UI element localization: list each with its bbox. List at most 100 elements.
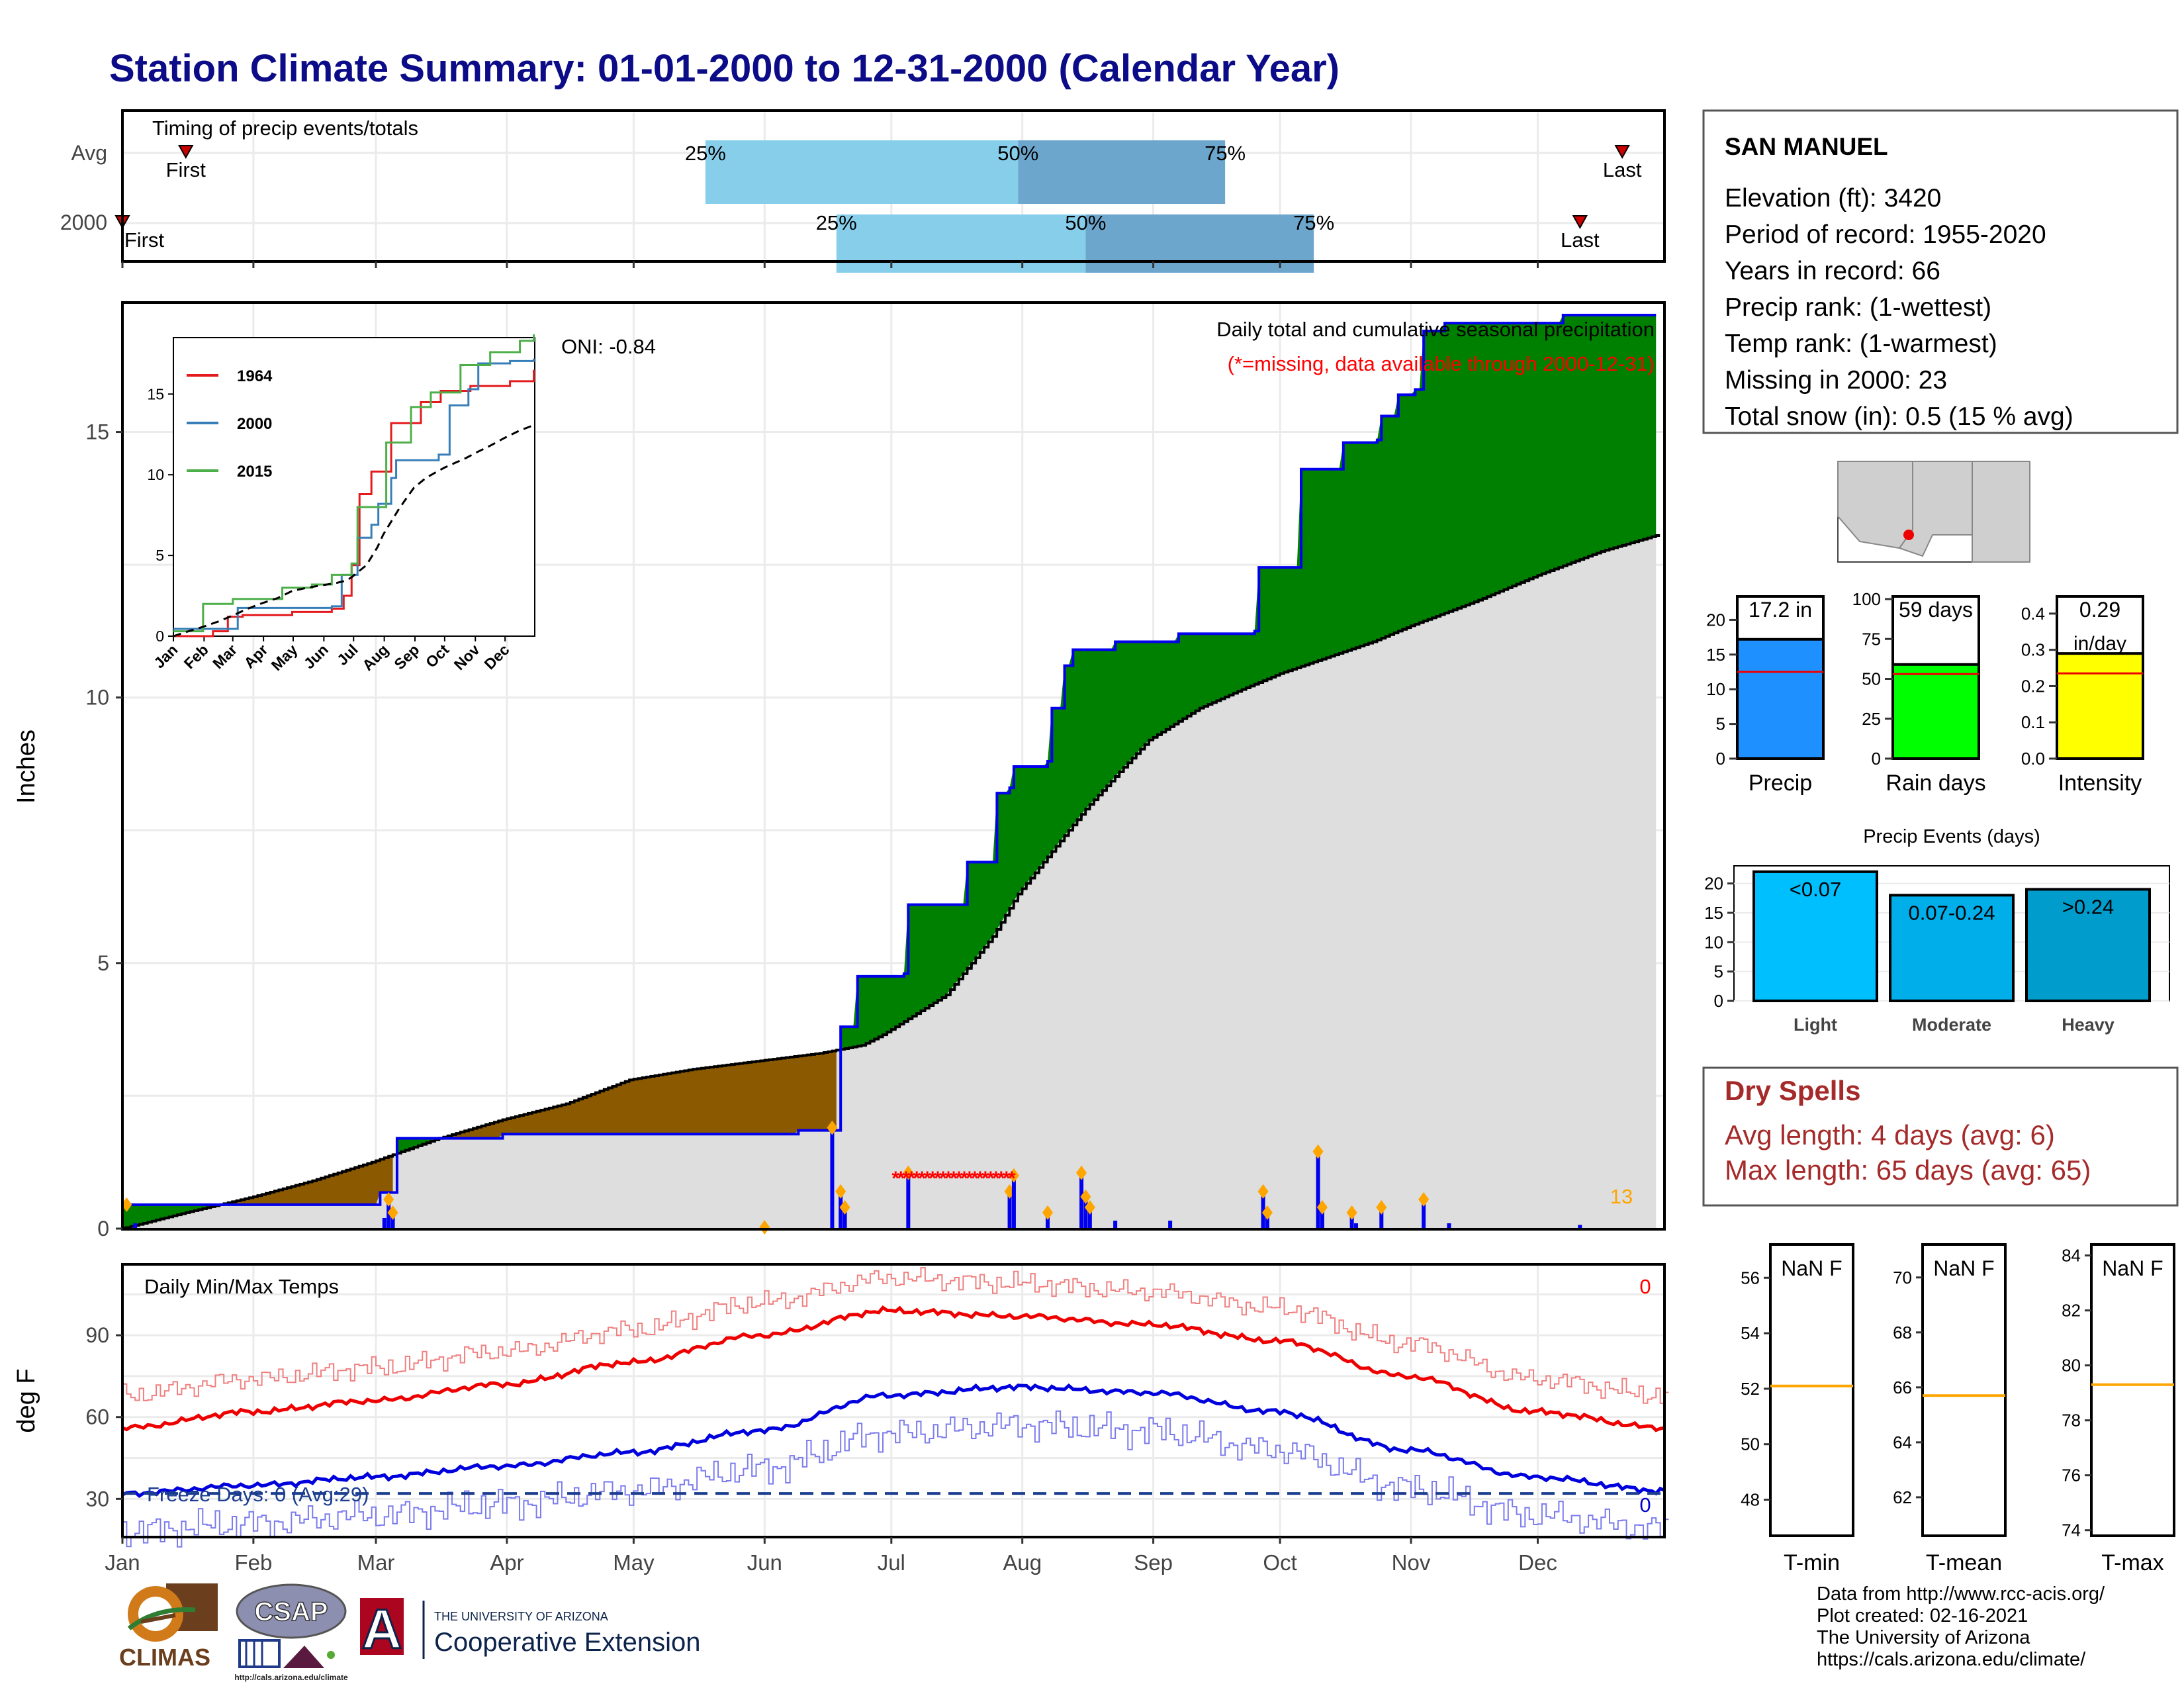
timing-bar-50-75 bbox=[1085, 214, 1314, 273]
daily-precip-bar bbox=[1168, 1220, 1173, 1229]
missing-day-marker: * bbox=[923, 1168, 931, 1190]
inset-legend-label: 2015 bbox=[237, 463, 272, 481]
events-bar-range: <0.07 bbox=[1790, 878, 1841, 901]
daily-precip-marker bbox=[1312, 1144, 1324, 1159]
temp-summary-frame bbox=[1769, 1243, 1854, 1537]
main-chart-area: 25% 50% 75% First Last 25% 50% 75% First Last Tim… bbox=[13, 109, 1669, 1575]
temp-summary-label: T-min bbox=[1784, 1550, 1840, 1575]
temp-summary-value: NaN F bbox=[2102, 1256, 2163, 1280]
events-ytick-label: 10 bbox=[1704, 932, 1723, 952]
record-max-line bbox=[122, 1267, 1669, 1404]
summary-bar-ytick-label: 0 bbox=[1716, 749, 1725, 769]
avg-cumulative-line bbox=[122, 534, 1661, 1230]
events-bar-range: >0.24 bbox=[2062, 895, 2114, 918]
station-info-line: Missing in 2000: 23 bbox=[1725, 366, 1947, 395]
temp-summary-ytick-label: 54 bbox=[1741, 1323, 1760, 1343]
inset-series-line-2015 bbox=[173, 334, 535, 633]
timing-p25-label: 25% bbox=[685, 142, 726, 165]
daily-precip-bar bbox=[387, 1199, 391, 1229]
missing-day-marker: * bbox=[960, 1168, 968, 1190]
summary-bar-value-unit: in/day bbox=[2073, 633, 2126, 655]
daily-precip-marker bbox=[839, 1199, 850, 1215]
inset-xtick-label: Oct bbox=[422, 641, 453, 671]
inset-ytick-label: 0 bbox=[156, 628, 164, 645]
timing-title: Timing of precip events/totals bbox=[152, 117, 418, 140]
daily-precip-bar bbox=[1079, 1172, 1084, 1229]
daily-precip-bar bbox=[1046, 1212, 1050, 1229]
footer-line: The University of Arizona bbox=[1817, 1627, 2030, 1648]
temp-summary-ytick-label: 70 bbox=[1893, 1268, 1912, 1288]
daily-precip-bar bbox=[1265, 1212, 1269, 1229]
precip-missing-note: (*=missing, data available through 2000-… bbox=[1228, 352, 1655, 375]
month-label: Feb bbox=[234, 1550, 272, 1575]
inset-legend-label: 2000 bbox=[237, 415, 272, 433]
climas-logo-text: CLIMAS bbox=[119, 1644, 210, 1671]
missing-day-marker: * bbox=[897, 1168, 905, 1190]
station-info-line: Total snow (in): 0.5 (15 % avg) bbox=[1725, 402, 2073, 431]
missing-day-marker: * bbox=[913, 1168, 921, 1190]
summary-bar-ytick-label: 0.0 bbox=[2021, 749, 2045, 769]
avg-max-line bbox=[122, 1305, 1665, 1432]
missing-day-marker: * bbox=[992, 1168, 1000, 1190]
daily-precip-bar bbox=[906, 1172, 911, 1229]
daily-precip-marker bbox=[387, 1205, 398, 1220]
summary-bar-rain-days bbox=[1891, 663, 1980, 760]
summary-bar-intensity bbox=[2056, 652, 2144, 761]
daily-precip-bar bbox=[1379, 1207, 1384, 1229]
missing-day-marker: * bbox=[944, 1168, 952, 1190]
missing-day-marker: * bbox=[981, 1168, 989, 1190]
daily-precip-bar bbox=[839, 1191, 843, 1229]
month-label: Jul bbox=[878, 1550, 905, 1575]
missing-day-marker: * bbox=[997, 1168, 1005, 1190]
timing-bar-25-50 bbox=[705, 140, 1019, 204]
missing-day-marker: * bbox=[929, 1168, 936, 1190]
summary-side-panel: SAN MANUEL Elevation (ft): 3420 Period of… bbox=[1702, 109, 2179, 1575]
summary-bar-ytick-label: 0.2 bbox=[2021, 676, 2045, 696]
csap-logo-text: CSAP bbox=[254, 1597, 328, 1626]
surplus-area bbox=[122, 1204, 220, 1229]
precip-count-label: 13 bbox=[1610, 1185, 1633, 1208]
missing-day-marker: * bbox=[950, 1168, 958, 1190]
events-bar-light bbox=[1752, 870, 1878, 1002]
summary-bar-ytick-label: 0.3 bbox=[2021, 640, 2045, 660]
deficit-area bbox=[443, 1050, 837, 1139]
temp-summary-ytick-label: 64 bbox=[1893, 1432, 1912, 1452]
daily-precip-bar bbox=[1007, 1191, 1012, 1229]
summary-bar-label: Precip bbox=[1749, 771, 1812, 796]
temp-summary-value: NaN F bbox=[1933, 1256, 1994, 1280]
summary-bar-value: 0.29 bbox=[2079, 598, 2120, 622]
month-label: Jan bbox=[105, 1550, 140, 1575]
daily-precip-marker bbox=[903, 1165, 914, 1180]
month-label: May bbox=[613, 1550, 655, 1575]
daily-precip-marker bbox=[1008, 1168, 1019, 1183]
precip-panel: *********************** Daily total and … bbox=[13, 301, 1666, 1241]
summary-bar-value: 17.2 in bbox=[1749, 598, 1812, 622]
temp-summary-ytick-label: 74 bbox=[2062, 1521, 2081, 1540]
dry-spells-max: Max length: 65 days (avg: 65) bbox=[1725, 1154, 2091, 1186]
daily-precip-bar bbox=[1011, 1175, 1016, 1229]
daily-precip-bar bbox=[1422, 1199, 1426, 1229]
temp-min-count: 0 bbox=[1639, 1493, 1651, 1517]
month-label: Apr bbox=[490, 1550, 523, 1575]
temp-ytick-label: 90 bbox=[85, 1323, 109, 1347]
month-label: Sep bbox=[1134, 1550, 1173, 1575]
events-ytick-label: 0 bbox=[1714, 991, 1723, 1011]
temp-summary-ytick-label: 56 bbox=[1741, 1268, 1760, 1288]
month-label: Dec bbox=[1518, 1550, 1557, 1575]
avg-cumulative-area bbox=[122, 536, 1657, 1230]
csap-logo: CSAP http://cals.arizona.edu/climate bbox=[232, 1581, 351, 1683]
events-ytick-label: 5 bbox=[1714, 962, 1723, 982]
summary-bar-ytick-label: 100 bbox=[1852, 589, 1881, 609]
daily-precip-bar bbox=[1087, 1207, 1092, 1229]
timing-p75-label: 75% bbox=[1293, 211, 1334, 234]
temp-summary-ytick-label: 76 bbox=[2062, 1466, 2081, 1485]
inset-frame bbox=[173, 337, 535, 637]
summary-bar-value: 59 days bbox=[1899, 598, 1973, 622]
inset-xtick-label: Aug bbox=[359, 641, 392, 674]
daily-precip-marker bbox=[1084, 1199, 1095, 1215]
station-info-line: Period of record: 1955-2020 bbox=[1725, 220, 2046, 249]
summary-bar-label: Rain days bbox=[1886, 771, 1985, 796]
temp-summary-ytick-label: 48 bbox=[1741, 1490, 1760, 1510]
inset-avg-line bbox=[173, 424, 533, 637]
